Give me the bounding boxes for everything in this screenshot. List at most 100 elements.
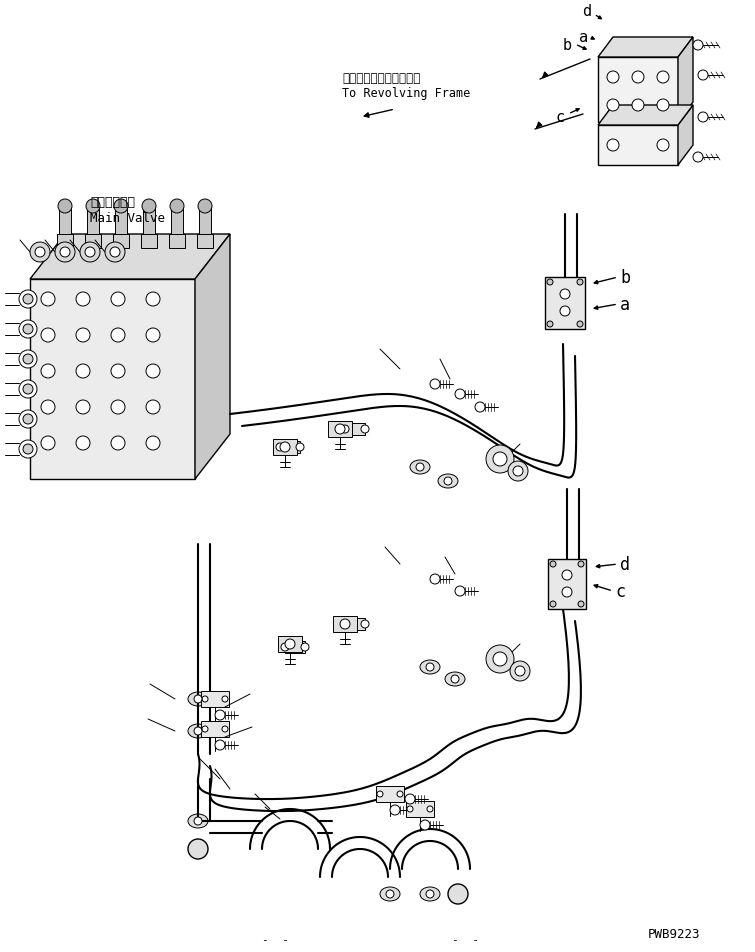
Circle shape (657, 100, 669, 112)
Circle shape (693, 41, 703, 51)
Text: メインバルブ: メインバルブ (90, 196, 135, 209)
Text: To Revolving Frame: To Revolving Frame (342, 87, 470, 99)
Circle shape (632, 72, 644, 84)
Polygon shape (678, 106, 693, 166)
Text: d: d (620, 555, 630, 573)
Text: レボルビングフレームヘ: レボルビングフレームヘ (342, 71, 421, 85)
Circle shape (19, 441, 37, 459)
Circle shape (427, 806, 433, 812)
Polygon shape (87, 207, 99, 235)
Ellipse shape (438, 474, 458, 488)
Circle shape (657, 72, 669, 84)
Bar (280, 442, 300, 453)
Circle shape (202, 726, 208, 732)
Circle shape (198, 200, 212, 214)
Circle shape (19, 321, 37, 339)
Polygon shape (598, 58, 678, 123)
Text: -  -: - - (261, 934, 288, 944)
Text: PWB9223: PWB9223 (648, 927, 700, 941)
Circle shape (386, 890, 394, 898)
Ellipse shape (188, 814, 208, 828)
Text: b: b (620, 268, 630, 287)
Text: -  -: - - (451, 934, 479, 944)
Circle shape (19, 381, 37, 399)
Text: Main Valve: Main Valve (90, 211, 165, 225)
Ellipse shape (380, 887, 400, 901)
Circle shape (23, 355, 33, 365)
Bar (328, 422, 352, 438)
Circle shape (194, 727, 202, 735)
Circle shape (361, 621, 369, 628)
Circle shape (146, 292, 160, 307)
Circle shape (430, 574, 440, 585)
Circle shape (41, 365, 55, 379)
Polygon shape (143, 207, 155, 235)
Polygon shape (141, 235, 157, 248)
Bar (345, 424, 365, 436)
Polygon shape (548, 560, 586, 609)
Polygon shape (57, 235, 73, 248)
Polygon shape (171, 207, 183, 235)
Circle shape (377, 791, 383, 797)
Circle shape (547, 322, 553, 327)
Circle shape (486, 446, 514, 473)
Circle shape (562, 570, 572, 581)
Polygon shape (30, 280, 195, 480)
Circle shape (76, 401, 90, 414)
Circle shape (426, 890, 434, 898)
Bar (345, 619, 365, 630)
Circle shape (632, 100, 644, 112)
Circle shape (194, 695, 202, 704)
Circle shape (280, 443, 290, 452)
Circle shape (698, 71, 708, 81)
Circle shape (607, 72, 619, 84)
Bar (285, 642, 305, 653)
Circle shape (111, 292, 125, 307)
Polygon shape (59, 207, 71, 235)
Circle shape (693, 153, 703, 163)
Circle shape (111, 328, 125, 343)
Text: a: a (620, 296, 630, 313)
Circle shape (493, 452, 507, 466)
Circle shape (486, 645, 514, 673)
Polygon shape (113, 235, 129, 248)
Circle shape (41, 292, 55, 307)
Circle shape (562, 587, 572, 597)
Circle shape (276, 444, 284, 451)
Ellipse shape (420, 887, 440, 901)
Circle shape (281, 644, 289, 651)
Circle shape (607, 140, 619, 151)
Circle shape (455, 586, 465, 596)
Text: a: a (579, 30, 589, 46)
Circle shape (19, 350, 37, 368)
Circle shape (335, 425, 345, 434)
Circle shape (493, 652, 507, 666)
Circle shape (110, 248, 120, 258)
Bar (201, 722, 229, 737)
Circle shape (341, 426, 349, 433)
Circle shape (76, 328, 90, 343)
Circle shape (142, 200, 156, 214)
Circle shape (188, 839, 208, 859)
Circle shape (111, 401, 125, 414)
Polygon shape (30, 235, 230, 280)
Circle shape (560, 289, 570, 300)
Polygon shape (85, 235, 101, 248)
Circle shape (111, 365, 125, 379)
Circle shape (578, 562, 584, 567)
Circle shape (416, 464, 424, 471)
Text: b: b (562, 37, 572, 52)
Circle shape (76, 292, 90, 307)
Ellipse shape (188, 724, 208, 738)
Circle shape (426, 664, 434, 671)
Text: d: d (582, 5, 592, 19)
Circle shape (475, 403, 485, 412)
Circle shape (23, 295, 33, 305)
Circle shape (513, 466, 523, 477)
Circle shape (448, 884, 468, 904)
Circle shape (19, 290, 37, 308)
Circle shape (455, 389, 465, 400)
Bar (278, 636, 302, 652)
Circle shape (547, 280, 553, 286)
Circle shape (222, 726, 228, 732)
